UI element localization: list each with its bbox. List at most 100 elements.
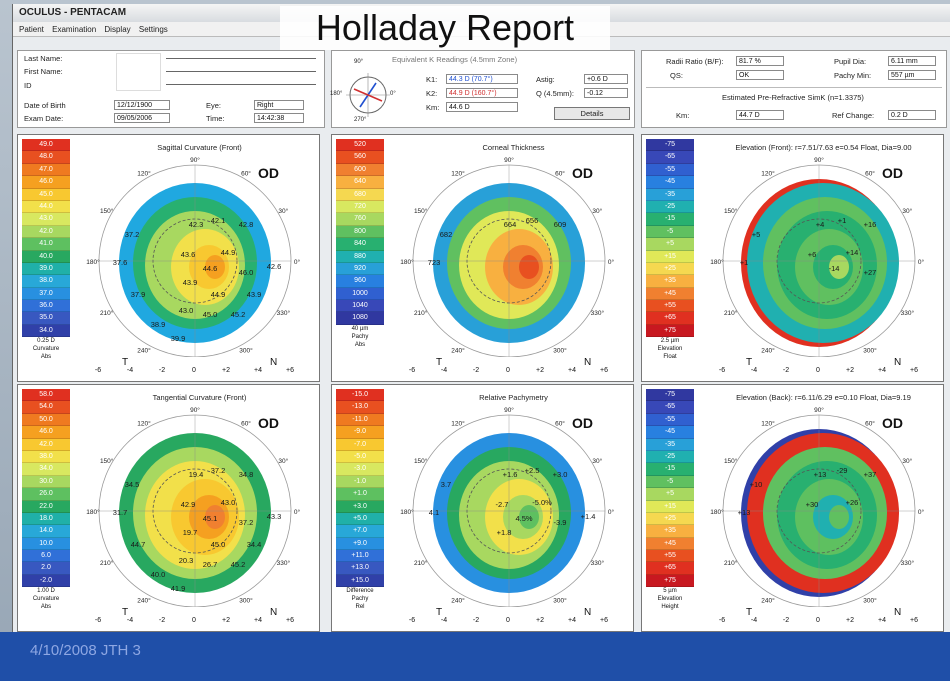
scale-footer-text: Elevation — [657, 346, 683, 353]
eye-od-label: OD — [572, 165, 593, 181]
eye-field[interactable]: Right — [254, 100, 304, 110]
map-title: Elevation (Back): r=6.11/6.29 e=0.10 Flo… — [736, 393, 911, 402]
astig-field[interactable]: +0.6 D — [584, 74, 628, 84]
angle-label: 300° — [239, 596, 253, 604]
color-scale: 58.0 54.0 50.0 46.0 42.0 38.0 34.0 30.0 26.0 22.0… — [22, 389, 74, 611]
time-field[interactable]: 14:42:38 — [254, 113, 304, 123]
k1-field[interactable]: 44.3 D (70.7°) — [446, 74, 518, 84]
angle-label: 150° — [724, 207, 738, 215]
map-value-label: 4.5% — [515, 514, 532, 523]
map-value-label: 26.7 — [203, 560, 218, 569]
scale-step: -65 — [646, 401, 694, 414]
map-value-label: 42.9 — [181, 500, 196, 509]
pupil-dia-field[interactable]: 6.11 mm — [888, 56, 936, 66]
axis-tick-label: +4 — [878, 367, 886, 374]
dob-field[interactable]: 12/12/1900 — [114, 100, 170, 110]
menu-settings[interactable]: Settings — [138, 25, 168, 34]
topography-map[interactable]: 90°60°30°0°330°300°270°240°210°180°150°1… — [78, 407, 313, 607]
axis-tick-label: -4 — [750, 367, 758, 374]
scale-step: +45 — [646, 287, 694, 301]
radii-ratio-field[interactable]: 81.7 % — [736, 56, 784, 66]
axis-tick-label: 0 — [816, 367, 820, 374]
ref-change-field[interactable]: 0.2 D — [888, 110, 936, 120]
angle-label: 30° — [278, 207, 288, 215]
scale-step: -5.0 — [336, 450, 384, 464]
q-field[interactable]: -0.12 — [584, 88, 628, 98]
map-value-label: 44.6 — [203, 264, 218, 273]
scale-step: 760 — [336, 213, 384, 226]
angle-label: 210° — [414, 559, 428, 567]
angle-label: 300° — [863, 346, 877, 354]
angle-label: 120° — [137, 420, 151, 428]
scale-step: +55 — [646, 300, 694, 313]
angle-label: 150° — [414, 457, 428, 465]
color-scale: -75 -65 -55 -45 -35 -25 -15 -5 +5 +15 +25 +35 +45 +55… — [646, 389, 698, 611]
scale-step: 38.0 — [22, 450, 70, 464]
report-title: Holladay Report — [280, 6, 610, 50]
axis-tick-label: -2 — [472, 617, 480, 624]
exam-date-field[interactable]: 09/05/2006 — [114, 113, 170, 123]
temporal-label: T — [436, 607, 443, 618]
topography-map[interactable]: 90°60°30°0°330°300°270°240°210°180°150°1… — [702, 407, 937, 607]
map-value-label: 656 — [526, 216, 539, 225]
id-label: ID — [24, 81, 32, 90]
map-value-label: 664 — [504, 220, 517, 229]
scale-step: -25 — [646, 200, 694, 214]
scale-footer-text: Float — [663, 354, 677, 361]
scale-footer-text: 2.5 µm — [660, 338, 680, 345]
scale-step: 22.0 — [22, 500, 70, 513]
scale-step: -35 — [646, 438, 694, 451]
map-value-label: 46.0 — [239, 268, 254, 277]
nasal-label: N — [270, 607, 278, 618]
est-km-field[interactable]: 44.7 D — [736, 110, 784, 120]
topography-map[interactable]: 90°60°30°0°330°300°270°240°210°180°150°1… — [702, 157, 937, 357]
summary-panel: Radii Ratio (B/F): 81.7 % QS: OK Pupil D… — [641, 50, 947, 128]
map-value-label: 43.0 — [221, 498, 236, 507]
scale-step: 42.0 — [22, 225, 70, 239]
axis-tick-label: +2 — [536, 367, 544, 374]
angle-label: 60° — [865, 420, 875, 428]
angle-label: 90° — [190, 407, 200, 414]
qs-label: QS: — [670, 71, 683, 80]
map-value-label: 34.4 — [247, 540, 262, 549]
map-panel-relative_pachy[interactable]: -15.0 -13.0 -11.0 -9.0 -7.0 -5.0 -3.0 -1.0 +1.0 +… — [331, 384, 634, 632]
angle-label: 210° — [100, 309, 114, 317]
scale-step: 47.0 — [22, 163, 70, 177]
angle-label: 300° — [553, 346, 567, 354]
scale-step: 640 — [336, 176, 384, 189]
axis-tick-label: +6 — [910, 617, 918, 624]
angle-label: 330° — [277, 309, 291, 317]
angle-label: 210° — [724, 309, 738, 317]
mm-axis: -6 -4 -2 0 +2 +4 +6 — [78, 367, 313, 379]
topography-map[interactable]: 90°60°30°0°330°300°270°240°210°180°150°1… — [392, 407, 627, 607]
km-field[interactable]: 44.6 D — [446, 102, 518, 112]
k2-field[interactable]: 44.9 D (160.7°) — [446, 88, 518, 98]
angle-label: 120° — [451, 170, 465, 178]
scale-footer-text: Pachy — [351, 333, 369, 340]
map-panel-tangential[interactable]: 58.0 54.0 50.0 46.0 42.0 38.0 34.0 30.0 26.0 22.0… — [17, 384, 320, 632]
menu-display[interactable]: Display — [104, 25, 131, 34]
scale-footer-text: Abs — [40, 604, 52, 611]
scale-step: 2.0 — [22, 562, 70, 575]
map-panel-elevation_back[interactable]: -75 -65 -55 -45 -35 -25 -15 -5 +5 +15 +25 +35 +45 +55… — [641, 384, 944, 632]
scale-footer-text: 40 µm — [351, 325, 369, 332]
menu-patient[interactable]: Patient — [19, 25, 44, 34]
axis-tick-label: +2 — [222, 367, 230, 374]
angle-label: 30° — [278, 457, 288, 465]
topography-map[interactable]: 90°60°30°0°330°300°270°240°210°180°150°1… — [392, 157, 627, 357]
pachy-min-field[interactable]: 557 µm — [888, 70, 936, 80]
axis-tick-label: +6 — [286, 617, 294, 624]
menu-examination[interactable]: Examination — [52, 25, 97, 34]
exam-date-label: Exam Date: — [24, 114, 64, 123]
axis-tick-label: -6 — [94, 367, 102, 374]
map-value-label: 40.0 — [151, 570, 166, 579]
topography-map[interactable]: 90°60°30°0°330°300°270°240°210°180°150°1… — [78, 157, 313, 357]
map-panel-thickness[interactable]: 520 560 600 640 680 720 760 800 840 880 920 960 1000… — [331, 134, 634, 382]
qs-field[interactable]: OK — [736, 70, 784, 80]
map-panel-elevation_front[interactable]: -75 -65 -55 -45 -35 -25 -15 -5 +5 +15 +25 +35 +45 +55… — [641, 134, 944, 382]
temporal-label: T — [746, 607, 753, 618]
map-panel-sagittal[interactable]: 49.0 48.0 47.0 46.0 45.0 44.0 43.0 42.0 41.0 40.0… — [17, 134, 320, 382]
last-name-label: Last Name: — [24, 54, 63, 63]
scale-step: 58.0 — [22, 389, 70, 402]
details-button[interactable]: Details — [554, 107, 630, 120]
